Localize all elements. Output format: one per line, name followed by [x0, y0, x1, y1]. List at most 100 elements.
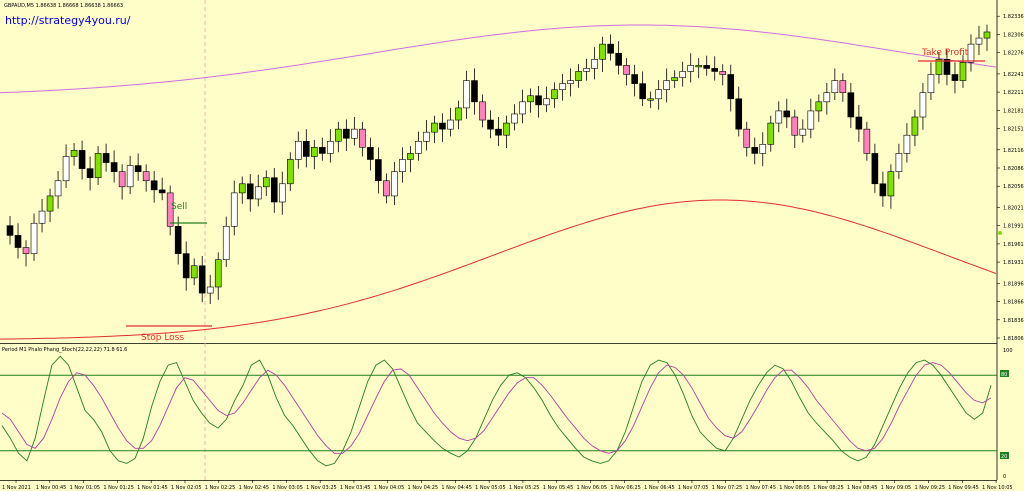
- time-axis-label: 1 Nov 03:25: [306, 485, 337, 491]
- time-axis-label: 1 Nov 09:25: [914, 485, 945, 491]
- candle: [783, 98, 791, 128]
- candle: [719, 64, 727, 86]
- candle: [575, 64, 582, 88]
- candle-body: [102, 153, 110, 163]
- candle: [206, 274, 214, 304]
- candle: [294, 131, 302, 169]
- candle: [54, 171, 62, 209]
- candle: [495, 117, 502, 147]
- candle-body: [863, 128, 871, 154]
- candle-body: [775, 110, 783, 124]
- candle-body: [735, 98, 743, 130]
- candle-body: [22, 247, 30, 254]
- candle-body: [38, 210, 46, 224]
- candle-body: [343, 128, 350, 139]
- candle-body: [158, 189, 166, 194]
- candle-body: [751, 147, 759, 154]
- candle: [455, 100, 462, 130]
- candle: [278, 171, 286, 215]
- candle: [863, 121, 871, 161]
- candle: [711, 56, 719, 81]
- candle: [303, 129, 310, 168]
- candle: [887, 164, 895, 209]
- candle: [343, 119, 350, 151]
- candle: [895, 143, 903, 179]
- time-axis-label: 1 Nov 08:25: [813, 485, 844, 491]
- watermark-link[interactable]: http://strategy4you.ru/: [5, 14, 131, 27]
- candle-body: [911, 116, 919, 136]
- candle-body: [94, 153, 102, 179]
- lower-envelope-line: [0, 199, 997, 340]
- candle-body: [679, 71, 686, 78]
- candle: [807, 98, 815, 139]
- candle-body: [799, 128, 807, 136]
- candle: [591, 47, 598, 80]
- candle-body: [847, 92, 855, 118]
- candle-body: [583, 68, 590, 72]
- candle: [775, 101, 783, 133]
- candles-layer: [6, 24, 991, 304]
- candle: [631, 64, 638, 97]
- candle: [543, 86, 550, 113]
- candle: [86, 156, 94, 191]
- candle: [254, 174, 262, 207]
- candle: [150, 171, 158, 203]
- symbol-info: GBPAUD,M5 1.86638 1.86668 1.86638 1.8666…: [4, 3, 123, 9]
- candle: [383, 173, 390, 204]
- candle-body: [711, 68, 719, 72]
- candle: [767, 115, 775, 152]
- candle: [230, 180, 238, 236]
- candle: [983, 24, 991, 51]
- candle-body: [286, 159, 294, 185]
- candle-body: [719, 71, 727, 75]
- candle-body: [190, 265, 198, 279]
- time-axis-label: 1 Nov 00:45: [36, 485, 67, 491]
- time-axis-label: 1 Nov 07:25: [712, 485, 743, 491]
- candle-body: [431, 122, 438, 133]
- candle: [118, 164, 126, 200]
- candle: [62, 144, 70, 189]
- candle: [911, 109, 919, 147]
- candle-body: [727, 74, 735, 100]
- time-axis-label: 1 Nov 01:45: [137, 485, 168, 491]
- price-axis-label: 1.81931: [1003, 260, 1024, 266]
- price-axis-label: 1.82306: [1003, 32, 1024, 38]
- candle-body: [78, 150, 86, 169]
- candle: [94, 146, 102, 185]
- time-axis-label: 1 Nov 07:45: [746, 485, 777, 491]
- candle-body: [262, 177, 270, 188]
- candle-body: [767, 122, 775, 145]
- trade-levels: [126, 60, 1002, 327]
- candle: [134, 153, 142, 181]
- candle-body: [503, 122, 510, 136]
- time-axis-label: 1 Nov 02:45: [239, 485, 270, 491]
- time-axis-label: 1 Nov 06:25: [610, 485, 641, 491]
- candle-body: [311, 147, 318, 157]
- indicator-scale-bottom: 0: [1003, 474, 1006, 480]
- candle-body: [70, 150, 78, 157]
- time-axis-label: 1 Nov 07:05: [678, 485, 709, 491]
- time-axis-label: 1 Nov 02:25: [205, 485, 236, 491]
- candle: [166, 185, 174, 236]
- time-axis-label: 1 Nov 04:25: [408, 485, 439, 491]
- candle: [935, 52, 943, 84]
- candle: [751, 137, 759, 165]
- candle: [815, 94, 823, 122]
- candle: [463, 70, 470, 119]
- candle: [30, 213, 38, 261]
- candle-body: [367, 147, 374, 160]
- candle-body: [519, 101, 526, 115]
- candle: [967, 34, 975, 72]
- candle-body: [214, 259, 222, 288]
- candle: [919, 83, 927, 130]
- candle: [270, 168, 278, 213]
- candle-body: [823, 92, 831, 103]
- candle: [567, 68, 574, 97]
- candle-body: [198, 265, 206, 294]
- candle-body: [439, 122, 446, 130]
- candle: [511, 104, 518, 131]
- candle-body: [903, 134, 911, 154]
